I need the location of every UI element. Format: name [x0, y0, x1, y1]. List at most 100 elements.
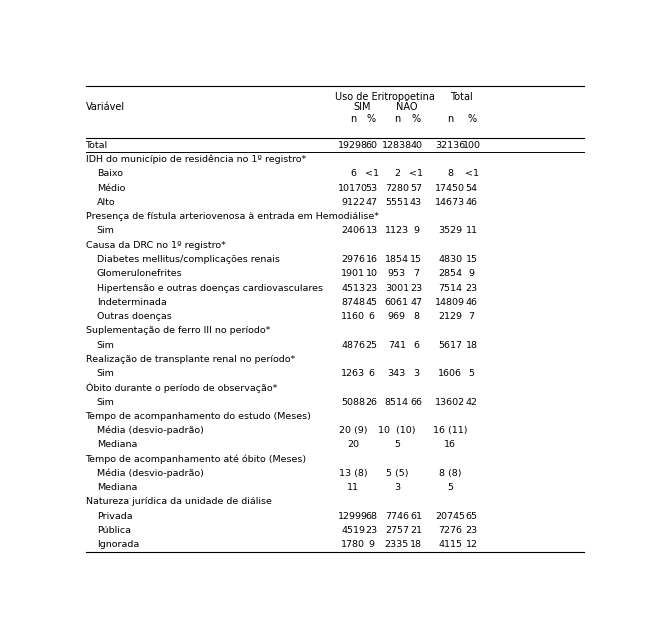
Text: Alto: Alto: [96, 198, 115, 207]
Text: 5551: 5551: [385, 198, 409, 207]
Text: <1: <1: [409, 170, 423, 178]
Text: 1123: 1123: [385, 227, 409, 236]
Text: 343: 343: [388, 369, 406, 378]
Text: 3001: 3001: [385, 283, 409, 293]
Text: 1854: 1854: [385, 255, 409, 264]
Text: 9: 9: [368, 540, 374, 550]
Text: 15: 15: [466, 255, 478, 264]
Text: 10  (10): 10 (10): [378, 426, 415, 435]
Text: 47: 47: [366, 198, 378, 207]
Text: Variável: Variável: [85, 102, 125, 112]
Text: 1780: 1780: [342, 540, 365, 550]
Text: 11: 11: [348, 483, 359, 492]
Text: 20745: 20745: [436, 512, 466, 521]
Text: 21: 21: [410, 526, 422, 535]
Text: 18: 18: [410, 540, 422, 550]
Text: 57: 57: [410, 183, 422, 193]
Text: 13: 13: [366, 227, 378, 236]
Text: 2335: 2335: [385, 540, 409, 550]
Text: 16: 16: [366, 255, 378, 264]
Text: 5617: 5617: [438, 340, 462, 350]
Text: 7: 7: [413, 269, 419, 278]
Text: Causa da DRC no 1º registro*: Causa da DRC no 1º registro*: [85, 241, 226, 250]
Text: 5: 5: [447, 483, 453, 492]
Text: 23: 23: [466, 526, 478, 535]
Text: 8: 8: [447, 170, 453, 178]
Text: 13 (8): 13 (8): [339, 469, 368, 478]
Text: Glomerulonefrites: Glomerulonefrites: [96, 269, 183, 278]
Text: Outras doenças: Outras doenças: [96, 312, 171, 321]
Text: 5: 5: [394, 440, 400, 450]
Text: 53: 53: [366, 183, 378, 193]
Text: 23: 23: [366, 283, 378, 293]
Text: 10170: 10170: [338, 183, 368, 193]
Text: 2129: 2129: [438, 312, 462, 321]
Text: 15: 15: [410, 255, 422, 264]
Text: 9: 9: [413, 227, 419, 236]
Text: 7280: 7280: [385, 183, 409, 193]
Text: Sim: Sim: [96, 340, 115, 350]
Text: 2976: 2976: [342, 255, 365, 264]
Text: 23: 23: [410, 283, 422, 293]
Text: 7: 7: [469, 312, 475, 321]
Text: 4513: 4513: [341, 283, 365, 293]
Text: 17450: 17450: [436, 183, 466, 193]
Text: Total: Total: [450, 92, 472, 102]
Text: 46: 46: [466, 298, 478, 306]
Text: %: %: [467, 114, 476, 124]
Text: Mediana: Mediana: [96, 483, 137, 492]
Text: 45: 45: [366, 298, 378, 306]
Text: 46: 46: [466, 198, 478, 207]
Text: 1160: 1160: [342, 312, 365, 321]
Text: Hipertensão e outras doenças cardiovasculares: Hipertensão e outras doenças cardiovascu…: [96, 283, 323, 293]
Text: 100: 100: [462, 141, 481, 150]
Text: Total: Total: [85, 141, 108, 150]
Text: 4830: 4830: [438, 255, 462, 264]
Text: 3: 3: [413, 369, 419, 378]
Text: 54: 54: [466, 183, 478, 193]
Text: 2406: 2406: [342, 227, 365, 236]
Text: 11: 11: [466, 227, 478, 236]
Text: Privada: Privada: [96, 512, 132, 521]
Text: 6: 6: [368, 369, 374, 378]
Text: 8748: 8748: [342, 298, 365, 306]
Text: 26: 26: [366, 398, 378, 406]
Text: Mediana: Mediana: [96, 440, 137, 450]
Text: <1: <1: [364, 170, 379, 178]
Text: 8514: 8514: [385, 398, 409, 406]
Text: Sim: Sim: [96, 369, 115, 378]
Text: Baixo: Baixo: [96, 170, 123, 178]
Text: SIM: SIM: [353, 102, 371, 112]
Text: 13602: 13602: [436, 398, 466, 406]
Text: 20 (9): 20 (9): [339, 426, 368, 435]
Text: 5: 5: [469, 369, 475, 378]
Text: 10: 10: [366, 269, 378, 278]
Text: Diabetes mellitus/complicações renais: Diabetes mellitus/complicações renais: [96, 255, 280, 264]
Text: Presença de fístula arteriovenosa à entrada em Hemodiálise*: Presença de fístula arteriovenosa à entr…: [85, 212, 379, 221]
Text: 6061: 6061: [385, 298, 409, 306]
Text: 1263: 1263: [341, 369, 365, 378]
Text: Uso de Eritropoetina: Uso de Eritropoetina: [334, 92, 435, 102]
Text: 65: 65: [466, 512, 478, 521]
Text: 953: 953: [388, 269, 406, 278]
Text: 3: 3: [394, 483, 400, 492]
Text: %: %: [367, 114, 376, 124]
Text: Natureza jurídica da unidade de diálise: Natureza jurídica da unidade de diálise: [85, 497, 271, 506]
Text: 12999: 12999: [338, 512, 368, 521]
Text: 18: 18: [466, 340, 478, 350]
Text: 5088: 5088: [342, 398, 365, 406]
Text: 23: 23: [466, 283, 478, 293]
Text: 25: 25: [366, 340, 378, 350]
Text: 6: 6: [350, 170, 357, 178]
Text: 40: 40: [410, 141, 422, 150]
Text: 19298: 19298: [338, 141, 368, 150]
Text: 8: 8: [413, 312, 419, 321]
Text: 23: 23: [366, 526, 378, 535]
Text: 1606: 1606: [438, 369, 462, 378]
Text: 68: 68: [366, 512, 378, 521]
Text: Sim: Sim: [96, 398, 115, 406]
Text: Média (desvio-padrão): Média (desvio-padrão): [96, 426, 203, 435]
Text: 43: 43: [410, 198, 422, 207]
Text: 969: 969: [388, 312, 406, 321]
Text: n: n: [447, 114, 454, 124]
